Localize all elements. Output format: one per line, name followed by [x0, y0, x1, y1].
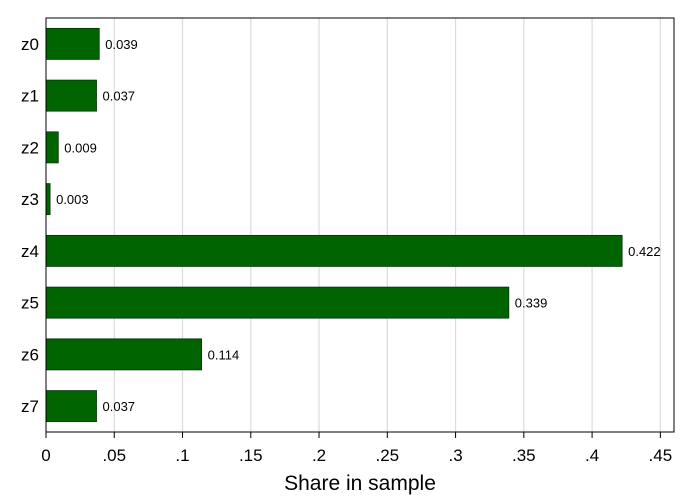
x-tick-label: .3 — [448, 446, 462, 465]
data-label-z4: 0.422 — [628, 244, 661, 259]
data-label-z3: 0.003 — [56, 192, 89, 207]
x-tick-label: .05 — [102, 446, 126, 465]
category-label-z5: z5 — [21, 294, 39, 313]
category-label-z0: z0 — [21, 35, 39, 54]
category-label-z1: z1 — [21, 87, 39, 106]
x-tick-label: .45 — [649, 446, 673, 465]
plot-frame — [45, 17, 675, 433]
data-labels: 0.039 0.037 0.009 0.003 0.422 0.339 0.114 0.037 — [56, 37, 661, 414]
data-label-z5: 0.339 — [515, 296, 548, 311]
bar-z5 — [45, 286, 510, 319]
category-label-z3: z3 — [21, 190, 39, 209]
x-tick-label: .4 — [585, 446, 599, 465]
bar-z6 — [45, 338, 203, 371]
x-tick-label: 0 — [41, 446, 50, 465]
bar-z7 — [45, 390, 97, 423]
category-label-z6: z6 — [21, 345, 39, 364]
data-label-z6: 0.114 — [208, 347, 240, 362]
category-label-z2: z2 — [21, 138, 39, 157]
bar-z4 — [45, 234, 623, 267]
x-tick-label: .2 — [312, 446, 326, 465]
x-tick-label: .25 — [375, 446, 399, 465]
category-labels: z0 z1 z2 z3 z4 z5 z6 z7 — [21, 35, 39, 416]
bar-z0 — [45, 27, 100, 60]
data-label-z7: 0.037 — [103, 399, 136, 414]
x-tick-label: .15 — [239, 446, 263, 465]
category-label-z4: z4 — [21, 242, 39, 261]
x-tick-label: .35 — [512, 446, 536, 465]
x-axis-title: Share in sample — [284, 472, 436, 495]
category-label-z7: z7 — [21, 397, 39, 416]
data-label-z1: 0.037 — [103, 89, 136, 104]
bar-z1 — [45, 79, 97, 112]
bar-z3 — [45, 183, 51, 216]
x-tick-label: .1 — [175, 446, 189, 465]
bars — [45, 27, 623, 423]
grid-lines — [113, 18, 661, 432]
bar-z2 — [45, 131, 59, 164]
data-label-z2: 0.009 — [64, 140, 97, 155]
x-axis-ticks: 0 .05 .1 .15 .2 .25 .3 .35 .4 .45 — [41, 432, 672, 465]
data-label-z0: 0.039 — [105, 37, 138, 52]
